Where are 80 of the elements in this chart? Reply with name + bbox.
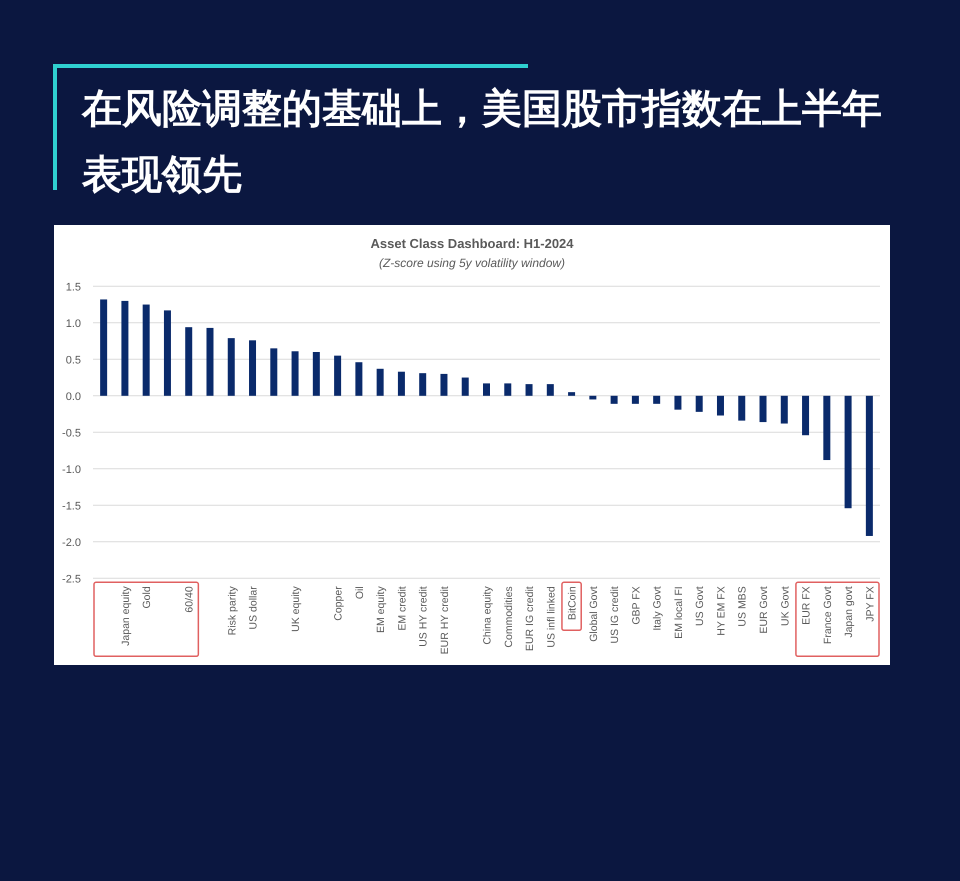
x-tick-label: EM equity (375, 586, 388, 633)
x-tick-label: EM local FI (672, 586, 685, 639)
bar (696, 396, 703, 412)
bar (546, 384, 554, 396)
chart-subtitle: (Z-score using 5y volatility window) (378, 256, 566, 270)
bar (483, 383, 490, 396)
x-tick-label: Copper (332, 586, 345, 621)
y-tick-label: -0.5 (62, 427, 81, 440)
bar (844, 396, 852, 508)
bar (206, 328, 214, 396)
x-tick-label: China equity (482, 586, 494, 645)
x-tick-label: Risk parity (226, 586, 238, 636)
x-tick-label: Gold (141, 586, 154, 608)
bar (142, 304, 150, 396)
x-tick-label: UK equity (290, 586, 302, 632)
x-tick-label: US IG credit (609, 586, 622, 644)
y-tick-label: -2.5 (62, 573, 81, 586)
x-tick-label: HY EM FX (715, 586, 728, 636)
bar (270, 348, 278, 396)
y-tick-label: -1.5 (62, 500, 81, 512)
y-tick-label: 0.0 (66, 390, 81, 403)
x-tick-label: EUR FX (800, 586, 813, 625)
bar (312, 352, 320, 396)
bar (419, 373, 426, 396)
x-tick-label: EUR HY credit (438, 586, 451, 654)
x-tick-label: Japan govt (843, 586, 856, 638)
x-tick-label: US infl linked (545, 586, 558, 648)
x-tick-label: UK Govt (779, 586, 792, 626)
bar (674, 396, 682, 410)
y-tick-label: 0.5 (66, 354, 81, 366)
x-tick-label: US dollar (248, 586, 260, 630)
bar (802, 396, 810, 436)
bar (376, 368, 384, 396)
bar (610, 396, 618, 404)
y-tick-label: 1.0 (66, 318, 81, 330)
x-tick-label: France Govt (822, 586, 834, 644)
bar (526, 384, 533, 396)
bar (334, 356, 342, 396)
bar (249, 340, 256, 396)
x-tick-label: US HY credit (418, 586, 430, 647)
bar (716, 396, 724, 416)
bar (121, 300, 128, 396)
bar (440, 374, 448, 396)
x-tick-label: Japan equity (120, 586, 132, 646)
bar (866, 396, 873, 536)
x-tick-label: BitCoin (566, 586, 579, 620)
x-tick-label: GBP FX (630, 586, 642, 625)
x-tick-label: Commodities (502, 586, 515, 648)
bar (504, 383, 512, 396)
bar (355, 362, 362, 396)
bar (292, 351, 299, 396)
bar (780, 396, 788, 424)
bar (185, 327, 192, 396)
chart-title: Asset Class Dashboard: H1-2024 (370, 236, 574, 251)
x-tick-label: Global Govt (588, 586, 600, 642)
bar (398, 372, 405, 396)
y-tick-label: -1.0 (62, 464, 81, 476)
x-tick-label: Italy Govt (652, 586, 664, 631)
bar (100, 299, 108, 396)
bar (589, 396, 596, 400)
x-tick-label: Oil (354, 586, 366, 600)
bar (632, 396, 639, 404)
x-tick-label: US MBS (736, 586, 749, 627)
x-tick-label: EUR IG credit (524, 586, 536, 652)
bar (738, 396, 746, 421)
bar (164, 310, 171, 396)
bar (568, 392, 576, 396)
bar (462, 378, 469, 396)
x-tick-label: EUR Govt (758, 586, 770, 634)
bar (653, 396, 660, 404)
x-tick-label: JPY FX (864, 586, 876, 622)
bar (228, 338, 235, 396)
bar (760, 396, 767, 422)
bar (823, 396, 830, 460)
y-tick-label: -2.0 (62, 536, 81, 549)
y-tick-label: 1.5 (66, 281, 81, 294)
x-tick-label: 60/40 (184, 586, 196, 613)
x-tick-label: US Govt (694, 586, 706, 626)
x-tick-label: EM credit (396, 586, 408, 631)
text: 在风险调整的基础上，美国股市指数在上半年表现领先 (81, 86, 882, 197)
